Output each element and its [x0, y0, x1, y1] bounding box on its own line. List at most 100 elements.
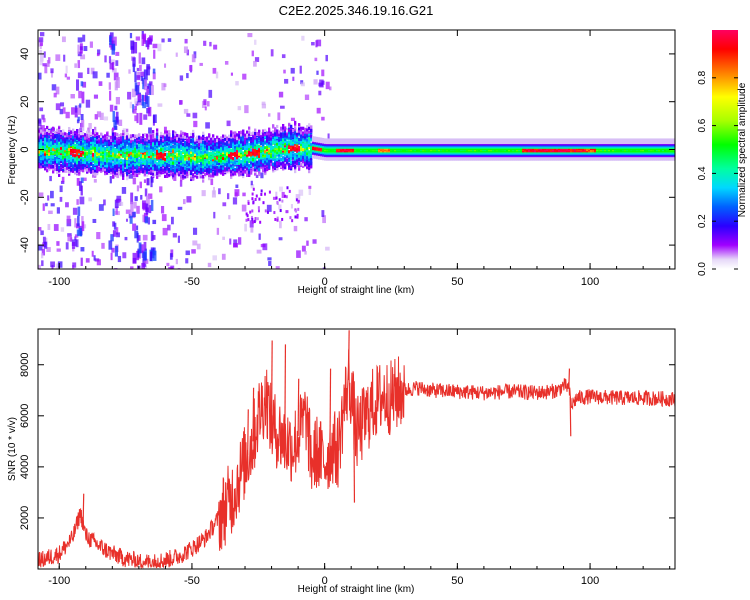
- spectrogram-noise-cell: [115, 60, 119, 66]
- spectrogram-band-cell: [194, 152, 197, 156]
- spectrogram-streak-cell: [79, 103, 82, 108]
- spectrogram-band-cell: [288, 158, 291, 162]
- spectrogram-band-cell: [88, 138, 91, 142]
- spectrogram-band-cell: [234, 148, 237, 152]
- spectrogram-band-cell: [304, 163, 307, 167]
- spectrogram-streak-cell: [115, 116, 119, 125]
- spectrogram-band-cell: [280, 164, 283, 168]
- spectrogram-streak-cell: [150, 199, 154, 211]
- spectrogram-band-cell: [220, 145, 223, 150]
- spectrogram-streak-cell: [143, 252, 147, 261]
- spectrogram-streak-cell: [145, 195, 150, 206]
- spectrogram-band-cell: [278, 130, 281, 134]
- spectrogram-band-cell: [256, 142, 259, 147]
- spectrogram-band-cell: [106, 168, 109, 172]
- spectrogram-noise-cell: [96, 111, 102, 118]
- spectrogram-band-cell: [56, 128, 59, 132]
- spectrogram-streak-cell: [140, 76, 143, 81]
- spectrogram-band-cell: [192, 142, 195, 146]
- spectrogram-band-cell: [138, 144, 141, 148]
- spectrogram-noise-cell: [238, 237, 242, 245]
- spectrogram-streak-cell: [80, 113, 84, 121]
- spectrogram-band-cell: [284, 131, 287, 136]
- spectrogram-band-cell: [218, 137, 221, 142]
- spectrogram-band-cell: [44, 155, 47, 159]
- spectrogram-band-cell: [104, 169, 107, 174]
- spectrogram-band-cell: [246, 130, 249, 134]
- spectrogram-band-cell: [364, 138, 367, 142]
- spectrogram-band-cell: [138, 140, 141, 144]
- spectrogram-noise-cell: [39, 32, 45, 37]
- spectrogram-band-cell: [264, 157, 267, 161]
- spectrogram-band-cell: [62, 139, 65, 143]
- spectrogram-band-cell: [54, 144, 57, 149]
- spectrogram-band-cell: [254, 131, 257, 136]
- spectrogram-noise-cell: [193, 120, 198, 128]
- spectrogram-band-cell: [274, 129, 277, 133]
- spectrogram-band-cell: [238, 149, 241, 153]
- spectrogram-band-cell: [174, 138, 177, 142]
- spectrogram-noise-cell: [249, 220, 254, 228]
- spectrogram-band-cell: [140, 154, 143, 158]
- spectrogram-band-cell: [230, 133, 233, 137]
- spectrogram-band-cell: [118, 133, 121, 138]
- spectrogram-band-cell: [244, 137, 247, 141]
- spectrogram-band-cell: [86, 136, 89, 140]
- spectrogram-streak-cell: [80, 177, 84, 184]
- spectrogram-band-cell: [158, 156, 161, 160]
- spectrogram-band-cell: [246, 153, 249, 157]
- spectrogram-band-cell: [58, 157, 61, 162]
- spectrogram-noise-cell: [82, 224, 87, 229]
- spectrogram-band-cell: [190, 134, 193, 139]
- spectrogram-band-cell: [200, 136, 203, 140]
- spectrogram-band-cell: [264, 141, 267, 145]
- spectrogram-band-cell: [38, 162, 41, 167]
- spectrogram-band-cell: [154, 151, 157, 155]
- spectrogram-streak-cell: [152, 219, 157, 225]
- spectrogram-band-cell: [180, 146, 183, 151]
- spectrogram-band-cell: [226, 148, 229, 153]
- spectrogram-noise-cell: [66, 215, 71, 224]
- spectrogram-band-cell: [208, 141, 211, 145]
- spectrogram-band-cell: [170, 170, 173, 175]
- spectrogram-band-cell: [240, 171, 243, 175]
- spectrogram-band-cell: [270, 162, 273, 167]
- spectrogram-band-cell: [144, 165, 147, 170]
- spectrogram-band-cell: [120, 133, 123, 137]
- spectrogram-band-cell: [54, 139, 57, 143]
- spectrogram-band-cell: [242, 131, 245, 135]
- spectrogram-band-cell: [164, 146, 167, 150]
- spectrogram-band-cell: [212, 137, 215, 141]
- spectrogram-band-cell: [124, 147, 127, 151]
- spectrogram-band-cell: [162, 150, 165, 154]
- spectrogram-band-cell: [266, 150, 269, 154]
- spectrogram-band-cell: [148, 136, 151, 140]
- spectrogram-band-cell: [190, 166, 193, 170]
- spectrogram-streak-cell: [78, 227, 82, 237]
- spectrogram-band-cell: [132, 134, 135, 138]
- spectrogram-band-cell: [264, 163, 267, 168]
- spectrogram-band-cell: [202, 142, 205, 146]
- spectrogram-band-cell: [232, 151, 235, 155]
- spectrogram-band-cell: [190, 175, 193, 180]
- spectrogram-noise-cell: [61, 176, 65, 183]
- spectrogram-band-cell: [284, 163, 287, 167]
- spectrogram-streak-cell: [129, 215, 133, 224]
- spectrogram-band-cell: [220, 164, 223, 168]
- spectrogram-band-cell: [172, 164, 175, 168]
- spectrogram-band-cell: [254, 160, 257, 164]
- spectrogram-band-cell: [184, 171, 187, 175]
- spectrogram-streak-cell: [150, 175, 154, 183]
- spectrogram-band-cell: [172, 161, 175, 165]
- spectrogram-band-cell: [90, 141, 93, 145]
- spectrogram-band-cell: [104, 140, 107, 144]
- spectrogram-band-cell: [234, 151, 237, 156]
- spectrogram-band-cell: [88, 143, 91, 148]
- spectrogram-noise-cell: [283, 69, 286, 74]
- spectrogram-band-cell: [92, 157, 95, 161]
- spectrogram-streak-cell: [150, 231, 154, 242]
- spectrogram-band-cell: [280, 152, 283, 157]
- spectrogram-noise-cell: [79, 196, 85, 205]
- spectrogram-band-cell: [48, 165, 51, 169]
- spectrogram-band-cell: [64, 152, 67, 156]
